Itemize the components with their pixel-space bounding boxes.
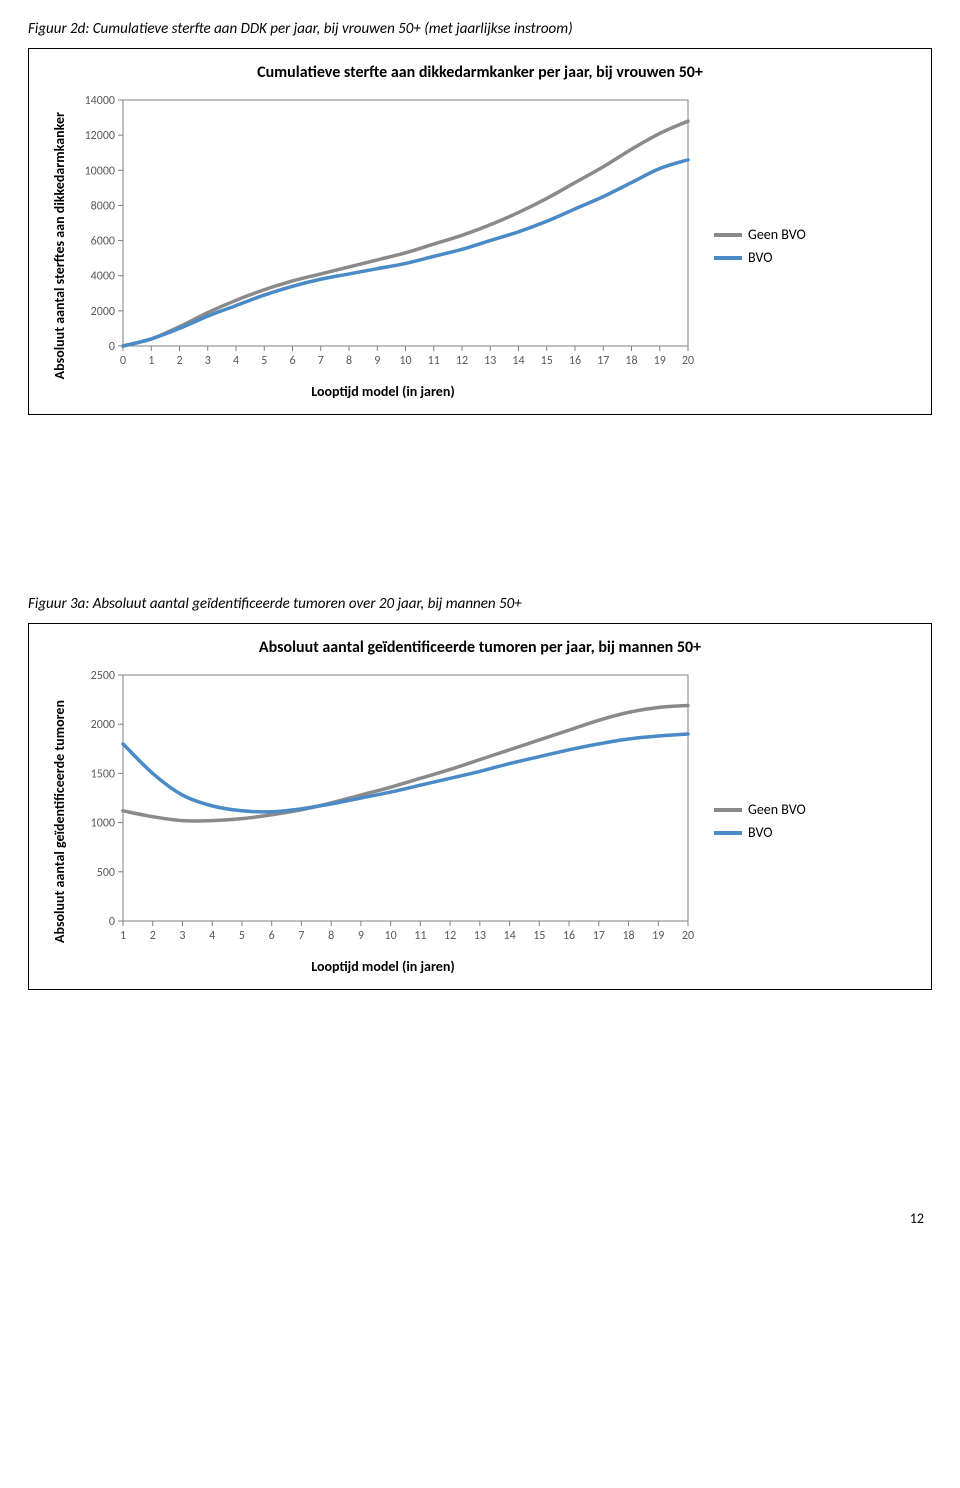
chart-1-container: Cumulatieve sterfte aan dikkedarmkanker … <box>28 48 932 415</box>
chart-2-xlabel: Looptijd model (in jaren) <box>68 958 698 975</box>
legend-label: BVO <box>748 824 772 841</box>
svg-text:6000: 6000 <box>91 235 115 249</box>
legend-swatch <box>714 256 742 260</box>
svg-text:12000: 12000 <box>85 129 115 143</box>
svg-text:1000: 1000 <box>91 817 115 831</box>
svg-text:5: 5 <box>261 354 267 368</box>
svg-text:7: 7 <box>298 929 304 943</box>
svg-text:20: 20 <box>682 929 694 943</box>
svg-text:14: 14 <box>512 354 524 368</box>
chart-2-title: Absoluut aantal geïdentificeerde tumoren… <box>47 638 913 657</box>
svg-text:8000: 8000 <box>91 199 115 213</box>
svg-text:17: 17 <box>597 354 609 368</box>
chart-2-legend: Geen BVO BVO <box>714 795 806 847</box>
svg-text:2000: 2000 <box>91 305 115 319</box>
svg-text:2: 2 <box>176 354 182 368</box>
svg-text:1: 1 <box>120 929 126 943</box>
svg-text:500: 500 <box>97 866 115 880</box>
svg-text:0: 0 <box>109 915 115 929</box>
svg-text:18: 18 <box>625 354 637 368</box>
svg-text:9: 9 <box>374 354 380 368</box>
svg-text:2000: 2000 <box>91 718 115 732</box>
svg-text:16: 16 <box>569 354 581 368</box>
svg-text:11: 11 <box>414 929 426 943</box>
page-number: 12 <box>28 1210 932 1227</box>
svg-text:9: 9 <box>358 929 364 943</box>
svg-text:8: 8 <box>328 929 334 943</box>
svg-text:15: 15 <box>533 929 545 943</box>
chart-2-plot: 0500100015002000250012345678910111213141… <box>68 667 698 975</box>
chart-1-plot: 0200040006000800010000120001400001234567… <box>68 92 698 400</box>
chart-2-container: Absoluut aantal geïdentificeerde tumoren… <box>28 623 932 990</box>
figure-2d-caption: Figuur 2d: Cumulatieve sterfte aan DDK p… <box>28 20 932 38</box>
svg-text:10: 10 <box>385 929 397 943</box>
svg-text:2: 2 <box>150 929 156 943</box>
svg-text:10: 10 <box>399 354 411 368</box>
chart-1-ylabel: Absoluut aantal sterftes aan dikkedarmka… <box>47 112 68 379</box>
svg-text:2500: 2500 <box>91 669 115 683</box>
svg-text:14: 14 <box>503 929 515 943</box>
svg-text:12: 12 <box>456 354 468 368</box>
chart-1-xlabel: Looptijd model (in jaren) <box>68 383 698 400</box>
svg-text:3: 3 <box>179 929 185 943</box>
svg-text:4000: 4000 <box>91 270 115 284</box>
svg-text:19: 19 <box>654 354 666 368</box>
legend-item: BVO <box>714 249 806 266</box>
svg-text:1: 1 <box>148 354 154 368</box>
svg-text:4: 4 <box>209 929 215 943</box>
svg-text:14000: 14000 <box>85 94 115 108</box>
chart-1-legend: Geen BVO BVO <box>714 220 806 272</box>
legend-swatch <box>714 831 742 835</box>
svg-text:1500: 1500 <box>91 767 115 781</box>
svg-text:4: 4 <box>233 354 239 368</box>
svg-text:6: 6 <box>269 929 275 943</box>
svg-text:10000: 10000 <box>85 164 115 178</box>
svg-text:7: 7 <box>318 354 324 368</box>
legend-item: BVO <box>714 824 806 841</box>
svg-text:5: 5 <box>239 929 245 943</box>
chart-1-title: Cumulatieve sterfte aan dikkedarmkanker … <box>47 63 913 82</box>
legend-swatch <box>714 233 742 237</box>
chart-2-ylabel: Absoluut aantal geïdentificeerde tumoren <box>47 700 68 943</box>
svg-text:18: 18 <box>622 929 634 943</box>
legend-label: BVO <box>748 249 772 266</box>
svg-text:0: 0 <box>120 354 126 368</box>
svg-text:6: 6 <box>289 354 295 368</box>
svg-text:16: 16 <box>563 929 575 943</box>
svg-text:3: 3 <box>205 354 211 368</box>
svg-text:13: 13 <box>474 929 486 943</box>
svg-text:11: 11 <box>428 354 440 368</box>
legend-item: Geen BVO <box>714 801 806 818</box>
svg-text:13: 13 <box>484 354 496 368</box>
svg-text:19: 19 <box>652 929 664 943</box>
svg-text:0: 0 <box>109 340 115 354</box>
svg-text:15: 15 <box>541 354 553 368</box>
legend-swatch <box>714 808 742 812</box>
figure-3a-caption: Figuur 3a: Absoluut aantal geïdentificee… <box>28 595 932 613</box>
legend-label: Geen BVO <box>748 801 806 818</box>
svg-text:8: 8 <box>346 354 352 368</box>
svg-text:20: 20 <box>682 354 694 368</box>
svg-text:12: 12 <box>444 929 456 943</box>
svg-text:17: 17 <box>593 929 605 943</box>
legend-label: Geen BVO <box>748 226 806 243</box>
legend-item: Geen BVO <box>714 226 806 243</box>
